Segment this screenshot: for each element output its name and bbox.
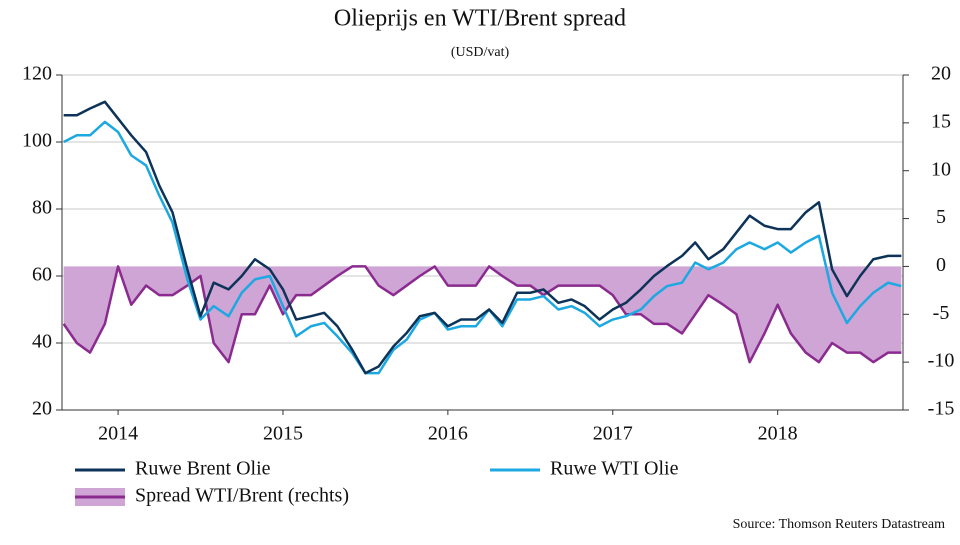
y-tick-label: 80 bbox=[32, 197, 52, 219]
y2-tick-label: 5 bbox=[936, 206, 946, 228]
y2-tick-label: -10 bbox=[928, 350, 955, 372]
chart-subtitle: (USD/vat) bbox=[451, 45, 510, 60]
legend-label: Ruwe Brent Olie bbox=[135, 458, 271, 480]
source: Source: Thomson Reuters Datastream bbox=[733, 517, 946, 532]
y-tick-label: 20 bbox=[32, 398, 52, 420]
y2-tick-label: 20 bbox=[931, 63, 951, 85]
chart-title: Olieprijs en WTI/Brent spread bbox=[334, 6, 626, 32]
x-tick-label: 2014 bbox=[98, 423, 138, 445]
y-tick-label: 100 bbox=[22, 130, 52, 152]
y2-tick-label: 0 bbox=[936, 254, 946, 276]
x-tick-label: 2018 bbox=[758, 423, 798, 445]
x-tick-label: 2016 bbox=[428, 423, 468, 445]
series-line bbox=[63, 100, 902, 375]
legend-label: Spread WTI/Brent (rechts) bbox=[135, 485, 349, 507]
y-tick-label: 60 bbox=[32, 264, 52, 286]
y2-tick-label: -5 bbox=[933, 302, 950, 324]
series-line bbox=[62, 265, 902, 364]
y2-tick-label: 15 bbox=[931, 110, 951, 132]
y2-tick-label: -15 bbox=[928, 398, 955, 420]
series-line bbox=[63, 120, 902, 375]
x-tick-label: 2017 bbox=[593, 423, 633, 445]
y2-tick-label: 10 bbox=[931, 158, 951, 180]
y-tick-label: 120 bbox=[22, 63, 52, 85]
y-tick-label: 40 bbox=[32, 331, 52, 353]
legend-label: Ruwe WTI Olie bbox=[550, 458, 679, 480]
x-tick-label: 2015 bbox=[263, 423, 303, 445]
